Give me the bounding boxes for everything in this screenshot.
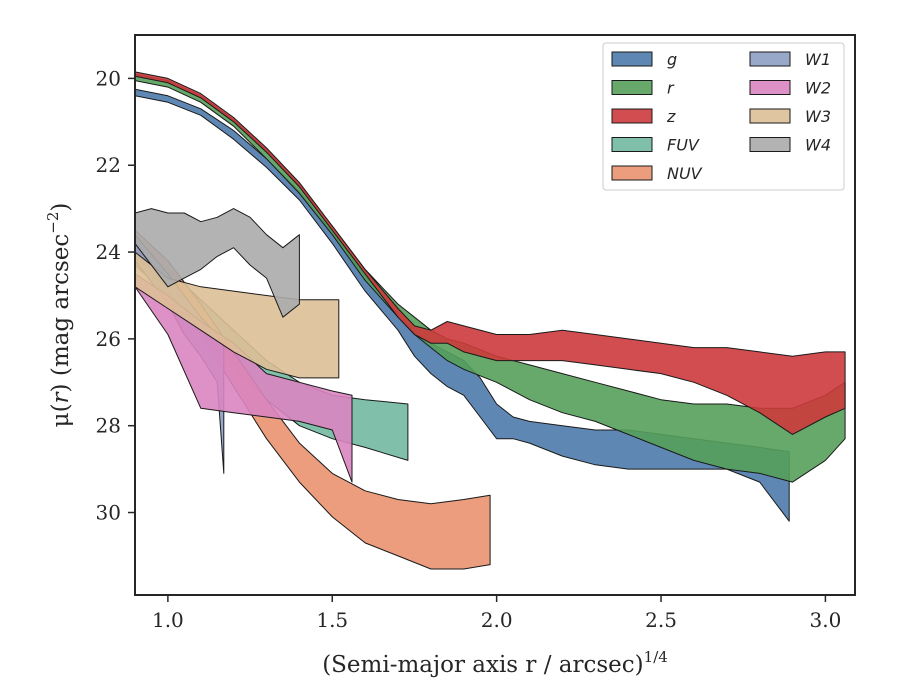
series-band-r — [135, 73, 846, 483]
x-tick-label: 1.0 — [152, 608, 184, 632]
legend-swatch-fuv — [611, 137, 653, 152]
x-axis-label: (Semi-major axis r / arcsec)1/4 — [322, 648, 668, 678]
legend-swatch-w1 — [749, 51, 791, 67]
legend-label-r: r — [667, 79, 675, 98]
legend-label-g: g — [667, 50, 677, 69]
y-axis-label-mu: μ( — [48, 403, 74, 427]
legend-label-w4: W4 — [805, 136, 831, 155]
x-tick-label: 1.5 — [316, 608, 348, 632]
legend-swatch-r — [611, 80, 653, 95]
y-tick-label: 20 — [96, 66, 121, 90]
x-tick-label: 2.5 — [645, 608, 677, 632]
legend-label-fuv: FUV — [667, 136, 700, 155]
series-band-w4 — [135, 208, 300, 318]
plot-frame — [134, 34, 856, 596]
y-axis-label-close: ) — [48, 203, 74, 212]
legend-label-w3: W3 — [805, 107, 831, 126]
y-axis: 20 22 24 26 28 30 — [96, 66, 135, 525]
legend-label-w1: W1 — [805, 50, 831, 69]
legend-label-w2: W2 — [805, 79, 831, 98]
x-axis-label-superscript: 1/4 — [644, 648, 668, 666]
legend-swatch-w3 — [749, 108, 791, 124]
legend-swatch-z — [611, 108, 653, 124]
y-tick-label: 26 — [96, 327, 121, 351]
y-axis-label-rest: ) (mag arcsec — [48, 234, 74, 393]
legend-box — [602, 42, 845, 191]
legend-swatch-w2 — [749, 80, 791, 95]
legend-swatch-g — [611, 51, 653, 67]
y-axis-label-r: r — [48, 390, 74, 403]
y-tick-label: 28 — [96, 414, 121, 438]
x-axis-label-text: (Semi-major axis r / arcsec) — [322, 652, 643, 678]
y-axis-label-sup: −2 — [44, 212, 62, 234]
legend-label-z: z — [666, 107, 676, 126]
series-band-z — [135, 71, 846, 435]
legend: grz FUV NUV W1 W2 W3 W4 — [602, 42, 845, 191]
series-layer — [135, 71, 846, 570]
y-tick-label: 22 — [96, 153, 121, 177]
x-axis: 1.0 1.5 2.0 2.5 3.0 — [152, 595, 841, 632]
y-tick-label: 24 — [96, 240, 121, 264]
y-tick-label: 30 — [96, 501, 121, 525]
legend-label-nuv: NUV — [667, 164, 703, 183]
series-band-w3 — [135, 251, 340, 379]
legend-swatch-nuv — [611, 165, 653, 181]
x-tick-label: 2.0 — [481, 608, 513, 632]
y-axis-label: μ(r) (mag arcsec−2) — [44, 203, 74, 428]
legend-swatch-w4 — [749, 137, 791, 152]
x-tick-label: 3.0 — [810, 608, 842, 632]
